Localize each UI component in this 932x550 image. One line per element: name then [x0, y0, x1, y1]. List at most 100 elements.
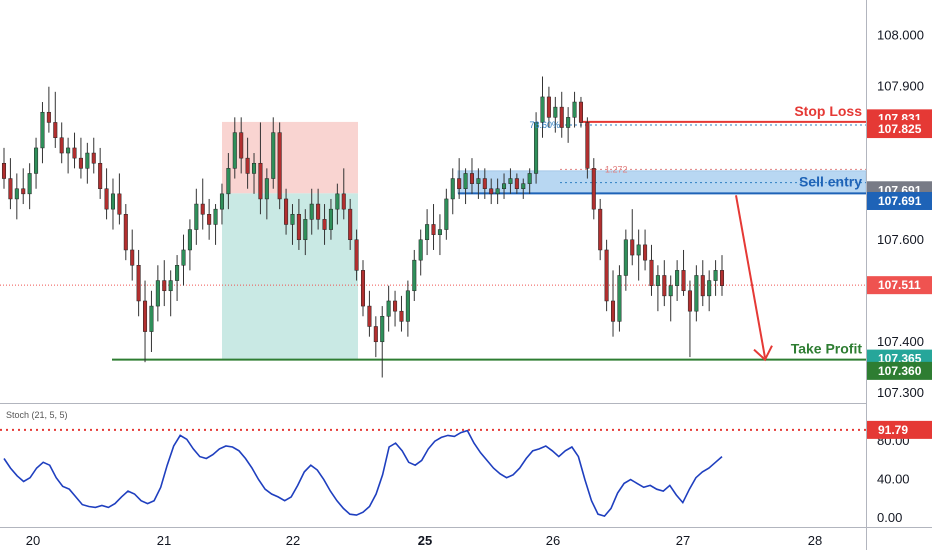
candle — [232, 117, 237, 179]
candle — [687, 280, 692, 358]
candle-body — [687, 290, 692, 312]
candle — [393, 290, 398, 327]
candle-body — [412, 259, 417, 292]
candle — [290, 204, 295, 245]
candle — [239, 117, 244, 174]
candle — [662, 260, 667, 307]
candle — [527, 168, 532, 194]
candle-body — [444, 198, 449, 230]
candle — [277, 122, 282, 210]
candle-body — [662, 275, 667, 297]
candle — [469, 158, 474, 194]
candle — [675, 260, 680, 301]
candle — [399, 295, 404, 332]
candle — [309, 188, 314, 235]
candle-body — [521, 183, 526, 189]
stoch-tick-label: 0.00 — [877, 510, 902, 525]
candle-body — [168, 280, 173, 292]
candle — [681, 249, 686, 296]
candle-body — [85, 152, 90, 169]
candle-body — [617, 275, 622, 322]
candle — [123, 204, 128, 261]
candle-body — [149, 305, 154, 332]
candle-body — [623, 239, 628, 276]
x-tick-label: 22 — [286, 533, 300, 548]
candle-body — [636, 244, 641, 256]
candle — [425, 209, 430, 256]
candle — [34, 137, 39, 189]
fib-786-label: 78.60% — [529, 120, 560, 130]
candle-body — [328, 208, 333, 230]
candle-body — [681, 270, 686, 292]
candle-body — [386, 300, 391, 317]
candle — [328, 198, 333, 240]
candle-body — [437, 229, 442, 235]
candle-body — [514, 178, 519, 189]
candle — [630, 209, 635, 266]
candle — [14, 173, 19, 220]
fib-price-tag-text: 107.825 — [878, 122, 922, 136]
price-tick-label: 107.600 — [877, 232, 924, 247]
last-price-tag: 107.511 — [867, 276, 932, 295]
candle-body — [187, 229, 192, 251]
candle-body — [34, 147, 39, 174]
candle-body — [341, 193, 346, 210]
candle-body — [104, 188, 109, 210]
candle — [707, 270, 712, 312]
candle — [617, 265, 622, 332]
candle-body — [457, 178, 462, 189]
candle-body — [572, 101, 577, 118]
candle — [335, 183, 340, 225]
target-arrow-shaft — [735, 195, 766, 358]
candle — [566, 107, 571, 143]
price-tick-label: 107.300 — [877, 385, 924, 400]
candle — [213, 204, 218, 245]
x-tick-label: 20 — [26, 533, 40, 548]
candle — [78, 137, 83, 179]
candle-body — [553, 106, 558, 118]
candle-body — [418, 239, 423, 261]
candle-body — [502, 183, 507, 189]
candle-body — [482, 178, 487, 189]
candle-body — [719, 270, 725, 286]
candle-body — [585, 122, 590, 169]
candle — [367, 290, 372, 337]
candle — [559, 91, 564, 138]
candle — [521, 178, 526, 199]
candle-body — [303, 219, 308, 241]
candle — [643, 229, 648, 271]
candle-body — [290, 214, 295, 225]
candle — [495, 178, 500, 205]
candle-body — [213, 208, 218, 225]
candle — [245, 137, 250, 189]
candle-body — [354, 239, 359, 271]
candle-body — [21, 188, 26, 195]
candle-body — [1, 162, 7, 179]
candle — [444, 188, 449, 240]
candle — [72, 132, 77, 169]
candle-body — [136, 265, 141, 302]
candle — [514, 173, 519, 194]
candle-body — [559, 106, 564, 128]
candle-body — [117, 193, 122, 215]
candle-body — [598, 208, 603, 251]
candle — [463, 168, 468, 205]
sell-entry-label: Sell entry — [799, 173, 862, 189]
candle-body — [431, 224, 436, 235]
candle-body — [643, 244, 648, 261]
candle — [104, 168, 109, 220]
candle — [258, 122, 263, 215]
candle-body — [322, 219, 327, 230]
candle-body — [694, 275, 699, 312]
candle — [540, 76, 545, 138]
reward-zone — [222, 193, 358, 360]
candle — [508, 168, 513, 194]
candle — [271, 117, 276, 189]
candle — [694, 265, 699, 322]
candle-body — [91, 152, 96, 164]
candle — [553, 96, 558, 133]
candle — [40, 102, 45, 164]
candle — [713, 260, 718, 296]
